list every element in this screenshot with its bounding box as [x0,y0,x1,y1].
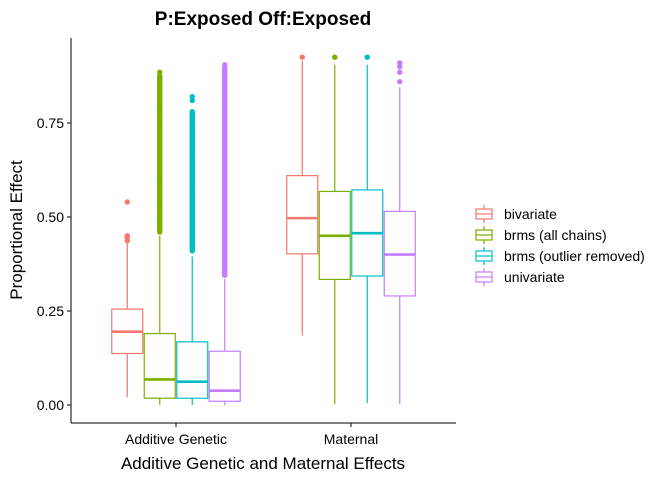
y-tick-label: 0.00 [37,397,64,413]
legend-item-brms-outlier-removed-: brms (outlier removed) [475,247,645,265]
outlier-point [222,65,228,72]
legend-item-brms-all-chains-: brms (all chains) [475,226,607,244]
outlier-point [189,97,195,104]
legend-label: univariate [504,269,565,285]
y-tick-label: 0.25 [37,303,64,319]
x-tick-label: Maternal [324,431,378,447]
box-body [286,175,319,255]
outlier-point [364,54,370,60]
x-tick-label: Additive Genetic [125,431,227,447]
y-tick-label: 0.75 [37,115,64,131]
box-bivariate-0 [111,199,144,398]
box-brms-outlier-removed--0 [176,93,209,405]
box-body [143,332,176,399]
box-body [176,341,209,399]
box-body [208,350,241,402]
outlier-point [222,62,228,68]
outlier-point [124,233,130,239]
outlier-point [397,60,403,66]
x-axis-title: Additive Genetic and Maternal Effects [121,454,405,473]
box-brms-outlier-removed--1 [351,54,384,404]
outlier-point [124,199,130,205]
chart-title: P:Exposed Off:Exposed [155,9,371,30]
plot-area [111,54,416,405]
legend-label: bivariate [504,206,557,222]
outlier-point [189,109,195,115]
y-ticks: 0.00 0.25 0.50 0.75 [37,115,71,413]
outlier-point [397,69,403,75]
outlier-point [397,78,403,85]
outlier-point [397,63,403,70]
outlier-point [189,93,195,100]
y-axis-title: Proportional Effect [7,160,26,300]
box-brms-all-chains--0 [143,69,176,405]
legend-item-univariate: univariate [475,268,565,286]
legend-label: brms (all chains) [504,227,607,243]
x-ticks: Additive Genetic Maternal [125,423,378,447]
box-univariate-0 [208,62,241,405]
legend-item-bivariate: bivariate [475,205,557,223]
box-univariate-1 [383,60,416,405]
box-brms-all-chains--1 [318,54,351,405]
box-bivariate-1 [286,54,319,336]
y-tick-label: 0.50 [37,209,64,225]
outlier-point [332,54,338,60]
legend: bivariate brms (all chains) brms (outlier … [475,205,645,286]
outlier-point [157,69,163,75]
outlier-point [157,73,163,79]
legend-label: brms (outlier removed) [504,248,645,264]
outlier-point [299,54,305,60]
